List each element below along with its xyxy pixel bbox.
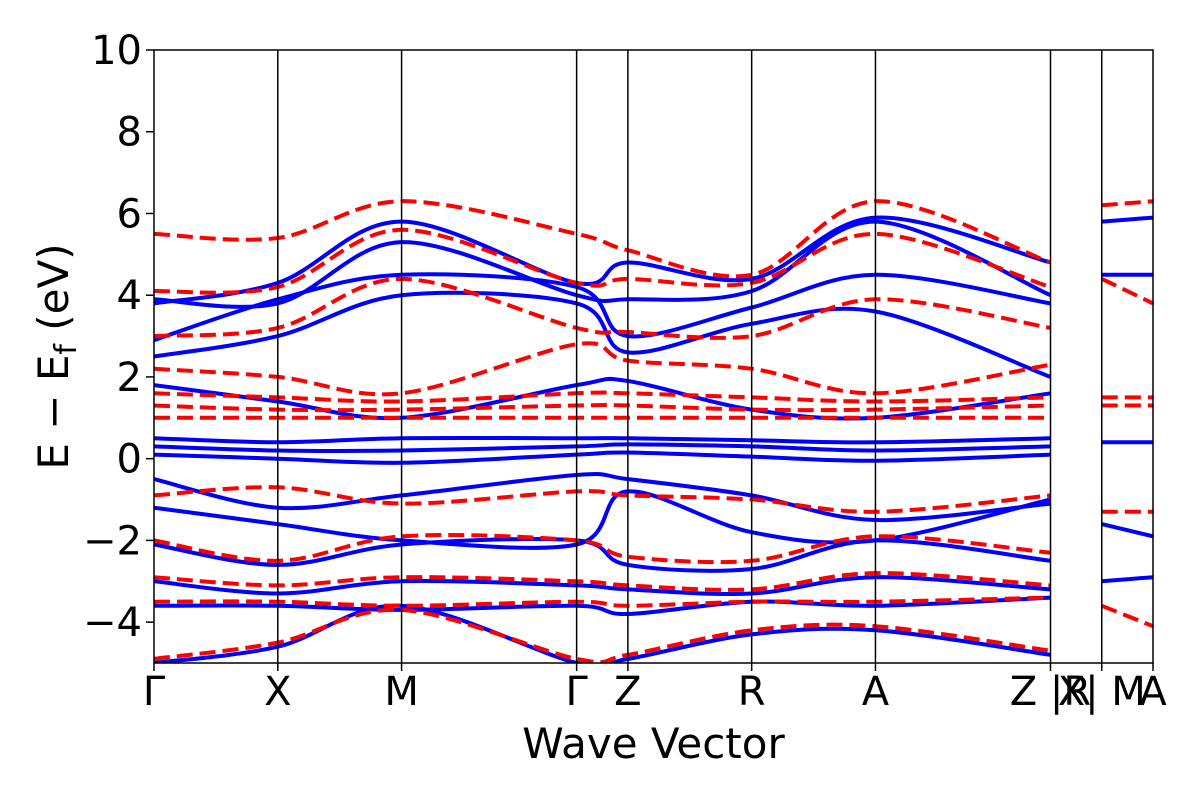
y-axis-label: E − Ef (eV) — [29, 243, 84, 469]
x-tick-label: Γ — [143, 669, 166, 715]
plot-frame — [153, 49, 1154, 664]
band-line — [1101, 522, 1153, 539]
y-tick-label: 4 — [117, 273, 142, 319]
band-line — [1101, 215, 1153, 224]
y-tick-label: −2 — [83, 518, 142, 564]
band-line — [154, 603, 1051, 663]
band-line — [1100, 277, 1153, 306]
y-axis-ticks: −4 −2 0 2 4 6 8 10 — [83, 28, 154, 646]
y-axis-label-main: E − E — [29, 355, 78, 470]
x-tick-label: R — [738, 669, 766, 715]
band-line — [1101, 199, 1153, 208]
band-line — [154, 199, 1052, 279]
bands-layer — [154, 199, 1153, 663]
x-tick-label: Γ — [565, 669, 588, 715]
band-line — [154, 537, 1051, 573]
x-tick-label: Z |R — [1010, 669, 1091, 715]
y-tick-label: 8 — [117, 110, 142, 156]
x-tick-label: M — [384, 669, 419, 715]
x-axis-label: Wave Vector — [522, 719, 785, 768]
x-tick-label: Z — [614, 669, 641, 715]
k-point-divider-lines — [277, 50, 1103, 663]
band-line — [154, 435, 1051, 445]
band-line — [1101, 603, 1153, 629]
y-tick-label: 2 — [117, 355, 142, 401]
band-line — [154, 219, 1052, 309]
y-tick-label: 0 — [117, 437, 142, 483]
band-line — [154, 450, 1051, 465]
band-line — [154, 403, 1051, 413]
band-line — [154, 472, 1051, 523]
band-line — [154, 341, 1051, 397]
band-line — [154, 227, 1052, 295]
band-line — [154, 533, 1051, 565]
x-tick-label: A — [1139, 669, 1167, 715]
y-tick-label: 6 — [117, 191, 142, 237]
band-line — [154, 376, 1051, 421]
y-tick-label: 10 — [91, 28, 142, 74]
band-line — [154, 390, 1051, 404]
band-line — [1101, 575, 1153, 584]
x-tick-label: X — [264, 669, 291, 715]
y-axis-label-subscript: f — [49, 343, 84, 355]
band-line — [154, 442, 1051, 454]
y-tick-label: −4 — [83, 600, 142, 646]
x-tick-label: A — [862, 669, 890, 715]
band-line — [154, 575, 1051, 597]
x-tick-label: X| M — [1058, 669, 1146, 715]
y-axis-label-unit: (eV) — [29, 243, 78, 344]
